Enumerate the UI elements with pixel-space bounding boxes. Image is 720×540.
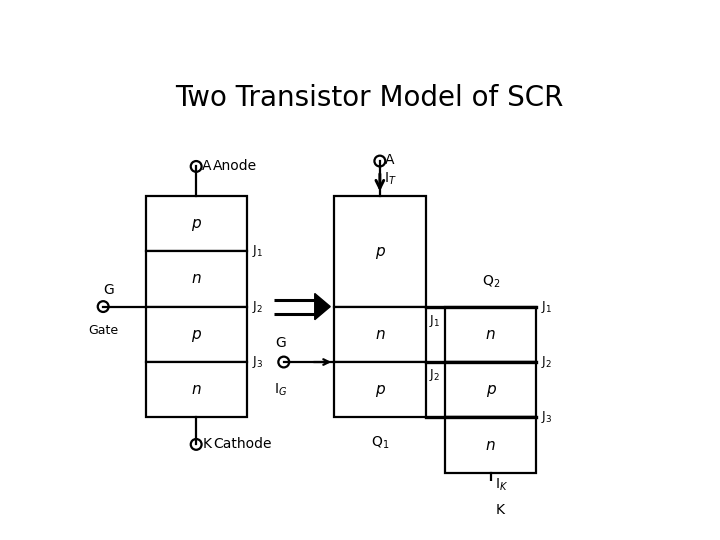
Text: n: n <box>375 327 384 342</box>
Text: Cathode: Cathode <box>213 437 271 451</box>
Bar <box>334 362 426 417</box>
Text: p: p <box>375 382 384 397</box>
Text: A: A <box>202 159 212 173</box>
Text: J$_1$: J$_1$ <box>428 313 440 329</box>
Circle shape <box>374 156 385 166</box>
Circle shape <box>485 502 496 513</box>
Text: J$_1$: J$_1$ <box>252 243 263 259</box>
Text: J$_3$: J$_3$ <box>541 409 552 426</box>
Circle shape <box>98 301 109 312</box>
Bar <box>145 195 246 251</box>
Text: J$_2$: J$_2$ <box>428 367 440 383</box>
Text: K: K <box>202 437 212 451</box>
Text: J$_2$: J$_2$ <box>541 354 552 370</box>
Text: G: G <box>275 336 286 350</box>
Text: p: p <box>192 327 201 342</box>
Text: Gate: Gate <box>88 323 118 336</box>
Text: I$_G$: I$_G$ <box>274 381 287 397</box>
Bar <box>334 307 426 362</box>
Bar <box>334 195 426 307</box>
Circle shape <box>191 439 202 450</box>
Text: n: n <box>486 327 495 342</box>
Text: J$_2$: J$_2$ <box>252 299 263 315</box>
Text: Two Transistor Model of SCR: Two Transistor Model of SCR <box>175 84 563 112</box>
Circle shape <box>191 161 202 172</box>
Text: K: K <box>495 503 504 517</box>
Circle shape <box>279 356 289 367</box>
Bar <box>445 307 536 362</box>
Text: J$_3$: J$_3$ <box>252 354 264 370</box>
Text: p: p <box>486 382 495 397</box>
Text: J$_1$: J$_1$ <box>541 299 552 315</box>
Bar <box>445 362 536 417</box>
Text: Anode: Anode <box>213 159 257 173</box>
Bar <box>145 251 246 307</box>
Text: n: n <box>192 382 201 397</box>
Bar <box>445 417 536 473</box>
Bar <box>145 362 246 417</box>
Text: G: G <box>103 282 114 296</box>
Text: p: p <box>375 244 384 259</box>
Text: Q$_2$: Q$_2$ <box>482 273 500 289</box>
Text: n: n <box>192 272 201 286</box>
Bar <box>145 307 246 362</box>
Text: I$_T$: I$_T$ <box>384 171 397 187</box>
Text: Q$_1$: Q$_1$ <box>371 434 389 451</box>
Text: I$_K$: I$_K$ <box>495 476 508 492</box>
Polygon shape <box>315 294 330 320</box>
Text: n: n <box>486 438 495 453</box>
Text: p: p <box>192 216 201 231</box>
Text: A: A <box>384 152 394 166</box>
